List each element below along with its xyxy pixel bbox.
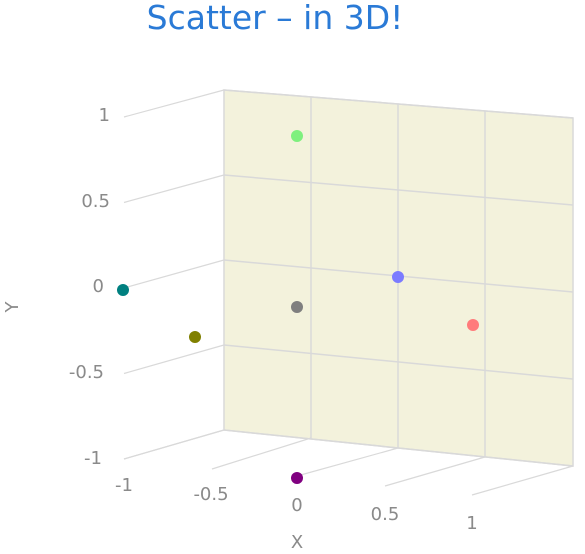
y-axis-label: Y — [2, 301, 23, 314]
chart-title: Scatter – in 3D! — [146, 0, 404, 37]
floor-gridline-x — [211, 437, 312, 470]
x-tick-label: 0 — [291, 495, 302, 516]
y-tick-label: 0 — [93, 276, 104, 297]
wall-gridline-horizontal — [223, 429, 574, 467]
y-tick-label: -0.5 — [69, 362, 104, 383]
floor-gridline-x — [123, 429, 225, 460]
scatter-point — [392, 271, 404, 283]
scatter-point — [467, 319, 479, 331]
markers — [117, 130, 479, 484]
scatter-point — [117, 284, 129, 296]
tick-labels: 1 0.5 0 -0.5 -1 -1 -0.5 0 0.5 1 — [69, 105, 478, 534]
x-tick-label: 0.5 — [371, 504, 400, 525]
x-axis-label: X — [291, 532, 303, 553]
x-tick-label: -0.5 — [193, 484, 228, 505]
side-gridline-y — [123, 174, 225, 204]
scatter-point — [291, 301, 303, 313]
floor-gridline-x — [471, 465, 574, 496]
floor-gridline-x — [384, 456, 486, 487]
x-tick-label: -1 — [115, 475, 133, 496]
x-tick-label: 1 — [466, 513, 477, 534]
y-tick-label: 1 — [99, 105, 110, 126]
scatter-point — [189, 331, 201, 343]
scatter-point — [291, 472, 303, 484]
side-gridline-y — [123, 89, 225, 118]
side-gridline-y — [123, 344, 225, 375]
y-tick-label: 0.5 — [81, 191, 110, 212]
y-tick-label: -1 — [84, 448, 102, 469]
side-gridline-y — [123, 259, 225, 289]
floor-gridline-x — [296, 447, 399, 477]
scatter-point — [291, 130, 303, 142]
